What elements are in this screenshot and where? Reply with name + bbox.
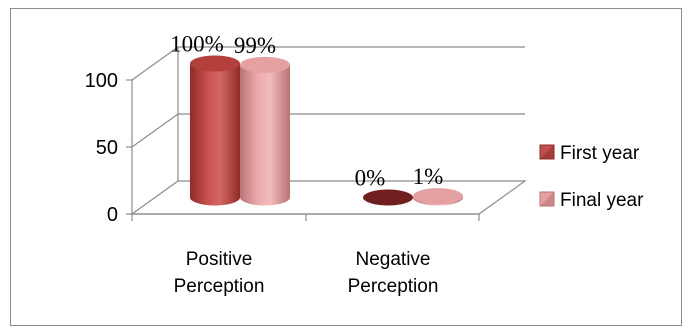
- bar-first-year-1: [363, 189, 413, 206]
- x-category-label: Positive Perception: [174, 249, 265, 297]
- data-label: 99%: [234, 33, 276, 58]
- legend-swatch-shade: [540, 145, 554, 159]
- legend-item: Final year: [539, 190, 644, 211]
- legend-label: Final year: [560, 190, 644, 211]
- data-label: 1%: [413, 164, 444, 189]
- bars: [190, 55, 463, 206]
- bar-top: [190, 55, 240, 72]
- y-tick-label: 50: [96, 137, 118, 159]
- data-label: 0%: [355, 166, 386, 191]
- y-tick-label: 0: [107, 204, 118, 226]
- bar-top: [363, 189, 413, 206]
- data-label: 100%: [170, 32, 224, 57]
- y-tick-label: 100: [85, 70, 118, 92]
- bar-top: [240, 56, 290, 73]
- chart-frame: [10, 8, 682, 326]
- legend-item: First year: [539, 143, 640, 164]
- bar-final-year-0: [240, 56, 290, 206]
- legend: First year Final year: [539, 143, 644, 211]
- y-axis: [126, 79, 133, 215]
- bar-body: [190, 63, 240, 206]
- bar-first-year-0: [190, 55, 240, 206]
- category-labels: Positive Perception Negative Perception: [174, 249, 439, 297]
- data-labels: 100% 99% 0% 1%: [170, 32, 443, 191]
- x-axis: [131, 213, 480, 221]
- bar-top: [413, 188, 463, 205]
- bar-body: [240, 64, 290, 206]
- legend-swatch-shade: [540, 192, 554, 206]
- legend-label: First year: [560, 143, 640, 164]
- y-tick-labels: 0 50 100: [85, 70, 118, 226]
- x-category-label: Negative Perception: [348, 249, 439, 297]
- bar-final-year-1: [413, 188, 463, 206]
